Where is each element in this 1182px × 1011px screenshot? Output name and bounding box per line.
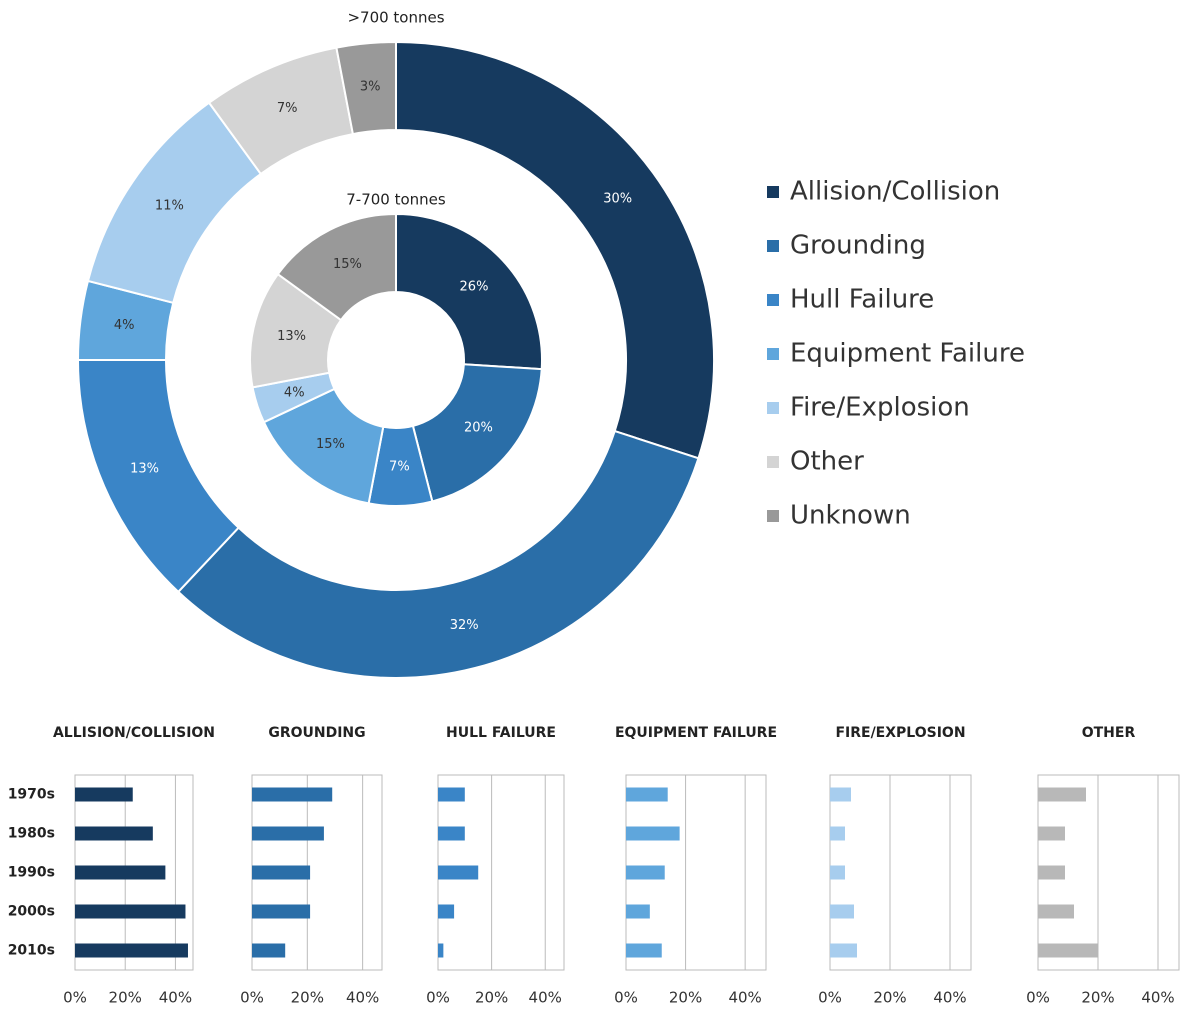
legend-label: Equipment Failure bbox=[790, 339, 1025, 369]
donut-segment bbox=[276, 212, 397, 322]
x-tick-label: 0% bbox=[426, 989, 450, 1007]
legend-swatch bbox=[767, 402, 779, 414]
panel-title: EQUIPMENT FAILURE bbox=[615, 725, 777, 741]
y-tick-label: 2010s bbox=[8, 943, 55, 959]
bar bbox=[626, 826, 680, 841]
donut-segment bbox=[176, 429, 700, 679]
x-tick-label: 0% bbox=[1026, 989, 1050, 1007]
segment-label: 13% bbox=[277, 329, 306, 344]
segment-label: 4% bbox=[114, 318, 135, 333]
x-tick-label: 40% bbox=[933, 989, 966, 1007]
segment-label: 7% bbox=[389, 459, 410, 474]
bar bbox=[252, 787, 333, 802]
bar bbox=[626, 865, 665, 880]
x-tick-label: 0% bbox=[63, 989, 87, 1007]
bar bbox=[75, 865, 166, 880]
x-tick-label: 20% bbox=[291, 989, 324, 1007]
panel-title: OTHER bbox=[1082, 725, 1136, 741]
x-tick-label: 40% bbox=[346, 989, 379, 1007]
x-tick-label: 20% bbox=[1081, 989, 1114, 1007]
bar bbox=[830, 904, 854, 919]
x-tick-label: 20% bbox=[475, 989, 508, 1007]
segment-label: 11% bbox=[155, 198, 184, 213]
bar bbox=[438, 904, 455, 919]
x-tick-label: 20% bbox=[669, 989, 702, 1007]
legend-swatch bbox=[767, 456, 779, 468]
ring-label: 7-700 tonnes bbox=[346, 191, 446, 209]
segment-label: 26% bbox=[460, 279, 489, 294]
legend-swatch bbox=[767, 348, 779, 360]
bar bbox=[438, 865, 479, 880]
bar bbox=[830, 826, 845, 841]
legend-swatch bbox=[767, 186, 779, 198]
panel-title: HULL FAILURE bbox=[446, 725, 556, 741]
ring-label: >700 tonnes bbox=[347, 9, 444, 27]
bar bbox=[1038, 904, 1074, 919]
legend-label: Grounding bbox=[790, 231, 926, 261]
x-tick-label: 20% bbox=[873, 989, 906, 1007]
bar bbox=[1038, 787, 1086, 802]
bar bbox=[830, 943, 857, 958]
legend-swatch bbox=[767, 240, 779, 252]
segment-label: 3% bbox=[360, 80, 381, 95]
bar bbox=[75, 787, 133, 802]
donut-segment bbox=[335, 40, 397, 136]
y-tick-label: 1980s bbox=[8, 826, 55, 842]
bar bbox=[252, 904, 311, 919]
segment-label: 15% bbox=[316, 437, 345, 452]
legend-label: Unknown bbox=[790, 501, 911, 531]
bar bbox=[1038, 826, 1065, 841]
bar bbox=[438, 787, 465, 802]
bar bbox=[830, 865, 845, 880]
donut-segment bbox=[395, 40, 715, 460]
panel-title: ALLISION/COLLISION bbox=[53, 725, 215, 741]
bar bbox=[252, 865, 311, 880]
bar bbox=[438, 943, 444, 958]
x-tick-label: 0% bbox=[240, 989, 264, 1007]
y-tick-label: 1990s bbox=[8, 865, 55, 881]
legend-swatch bbox=[767, 294, 779, 306]
bar bbox=[1038, 943, 1098, 958]
bar bbox=[626, 904, 650, 919]
legend-label: Hull Failure bbox=[790, 285, 934, 315]
donut-segment bbox=[411, 363, 543, 503]
bar bbox=[75, 943, 188, 958]
bar bbox=[626, 787, 668, 802]
bar bbox=[252, 826, 324, 841]
segment-label: 13% bbox=[130, 461, 159, 476]
y-tick-label: 1970s bbox=[8, 787, 55, 803]
x-tick-label: 40% bbox=[1141, 989, 1174, 1007]
segment-label: 15% bbox=[333, 257, 362, 272]
x-tick-label: 40% bbox=[159, 989, 192, 1007]
legend-label: Fire/Explosion bbox=[790, 393, 970, 423]
bar bbox=[75, 904, 186, 919]
bar bbox=[252, 943, 286, 958]
legend-label: Other bbox=[790, 447, 864, 477]
segment-label: 20% bbox=[464, 421, 493, 436]
panel-title: GROUNDING bbox=[268, 725, 365, 741]
segment-label: 4% bbox=[284, 386, 305, 401]
x-tick-label: 0% bbox=[614, 989, 638, 1007]
segment-label: 32% bbox=[450, 618, 479, 633]
bar bbox=[75, 826, 153, 841]
x-tick-label: 40% bbox=[728, 989, 761, 1007]
x-tick-label: 20% bbox=[109, 989, 142, 1007]
x-tick-label: 0% bbox=[818, 989, 842, 1007]
legend-label: Allision/Collision bbox=[790, 177, 1000, 207]
donut-segment bbox=[395, 212, 543, 371]
legend-swatch bbox=[767, 510, 779, 522]
bar bbox=[626, 943, 662, 958]
segment-label: 7% bbox=[277, 101, 298, 116]
bar bbox=[1038, 865, 1065, 880]
bar bbox=[438, 826, 465, 841]
segment-label: 30% bbox=[603, 191, 632, 206]
x-tick-label: 40% bbox=[529, 989, 562, 1007]
bar bbox=[830, 787, 851, 802]
y-tick-label: 2000s bbox=[8, 904, 55, 920]
panel-title: FIRE/EXPLOSION bbox=[835, 725, 965, 741]
